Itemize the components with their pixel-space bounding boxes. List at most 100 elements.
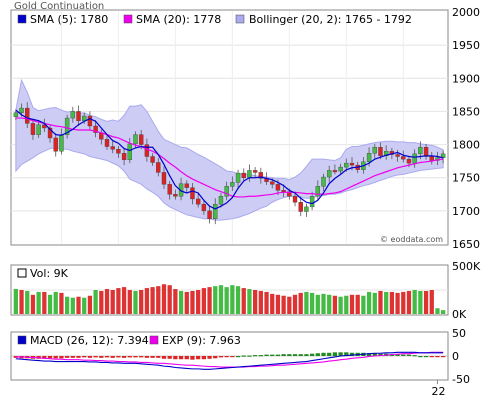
volume-bar (116, 288, 121, 314)
volume-bar (230, 285, 235, 314)
candle-down (167, 184, 172, 195)
candle-down (116, 149, 121, 154)
macd-hist-bar (150, 356, 155, 358)
legend-swatch-sma5 (17, 14, 27, 24)
volume-bar (258, 290, 263, 314)
macd-hist-bar (366, 353, 372, 356)
volume-bar (441, 310, 446, 314)
candle-down (378, 147, 383, 157)
macd-hist-bar (218, 356, 224, 358)
volume-bar (13, 289, 18, 314)
candle-down (110, 146, 115, 150)
macd-hist-bar (127, 356, 132, 358)
macd-hist-bar (167, 356, 172, 359)
volume-tick-label: 0K (452, 308, 467, 321)
macd-hist-bar (264, 354, 269, 356)
candle-up (19, 107, 24, 113)
macd-tick-label: 0 (452, 350, 459, 363)
macd-hist-bar (59, 356, 64, 359)
candle-down (25, 107, 30, 124)
price-tick-label: 1950 (452, 39, 480, 52)
macd-hist-bar (372, 353, 377, 356)
legend-swatch-sma20 (123, 14, 133, 24)
x-tick-label: 22 (431, 385, 445, 398)
volume-bar (87, 295, 93, 314)
legend-sma20: SMA (20): 1778 (136, 13, 221, 26)
candle-up (304, 206, 309, 212)
volume-bar (70, 297, 75, 314)
watermark: © eoddata.com (380, 235, 443, 244)
legend-bollinger: Bollinger (20, 2): 1765 - 1792 (249, 13, 412, 26)
volume-bar (429, 290, 434, 314)
candle-down (156, 162, 161, 173)
macd-tick-label: -50 (452, 373, 470, 386)
candle-down (93, 125, 98, 133)
macd-hist-bar (42, 356, 47, 359)
macd-hist-bar (429, 356, 434, 358)
volume-bar (412, 290, 417, 314)
volume-bar (161, 284, 167, 314)
macd-hist-bar (99, 356, 104, 358)
macd-hist-bar (184, 356, 189, 360)
volume-bar (253, 290, 258, 314)
macd-hist-bar (76, 356, 81, 358)
macd-hist-bar (93, 356, 98, 358)
legend-swatch-exp (149, 335, 159, 345)
macd-hist-bar (173, 356, 178, 360)
macd-hist-bar (235, 356, 241, 358)
macd-hist-bar (82, 356, 87, 358)
volume-bar (207, 287, 212, 314)
bollinger-band-fill (15, 78, 444, 221)
macd-hist-bar (287, 354, 292, 356)
macd-hist-bar (315, 353, 320, 356)
volume-bar (384, 291, 389, 314)
price-tick-label: 1800 (452, 139, 480, 152)
candle-down (287, 191, 292, 197)
volume-bar (178, 290, 184, 314)
volume-bar (355, 294, 360, 314)
volume-bar (298, 292, 303, 314)
volume-bar (287, 296, 292, 314)
macd-hist-bar (412, 355, 417, 357)
macd-hist-bar (201, 356, 206, 360)
candle-down (349, 162, 355, 166)
volume-bar (327, 294, 332, 314)
volume-bar (99, 290, 104, 314)
volume-bar (389, 291, 395, 314)
candle-up (412, 153, 417, 164)
candle-up (59, 134, 64, 152)
macd-hist-bar (423, 356, 429, 358)
volume-bar (42, 291, 47, 314)
candle-up (64, 117, 70, 135)
volume-bar (401, 291, 406, 314)
volume-bar (418, 290, 423, 314)
macd-hist-bar (47, 356, 53, 359)
candle-down (207, 210, 212, 220)
candle-up (321, 176, 326, 187)
volume-bar (133, 290, 138, 314)
candle-down (53, 137, 58, 152)
candle-up (315, 186, 321, 197)
volume-bar (395, 292, 400, 314)
volume-bar (423, 290, 429, 314)
volume-bar (270, 293, 275, 314)
macd-hist-bar (144, 356, 150, 358)
candle-down (298, 202, 303, 212)
candle-up (36, 124, 41, 135)
candle-up (213, 204, 218, 220)
candle-down (30, 123, 36, 135)
macd-panel: 50 0 -50 MACD (26, 12): 7.394 EXP (9): 7.9… (10, 327, 470, 398)
volume-bar (309, 292, 315, 314)
volume-bar (338, 296, 343, 314)
macd-hist-bar (178, 356, 184, 360)
volume-bar (19, 290, 24, 314)
volume-bar (372, 292, 377, 314)
candle-down (42, 124, 47, 129)
candle-up (178, 183, 184, 197)
candle-up (366, 152, 372, 163)
volume-bar (127, 290, 132, 314)
macd-hist-bar (87, 356, 93, 358)
candle-down (161, 172, 167, 185)
volume-bar (190, 290, 195, 314)
